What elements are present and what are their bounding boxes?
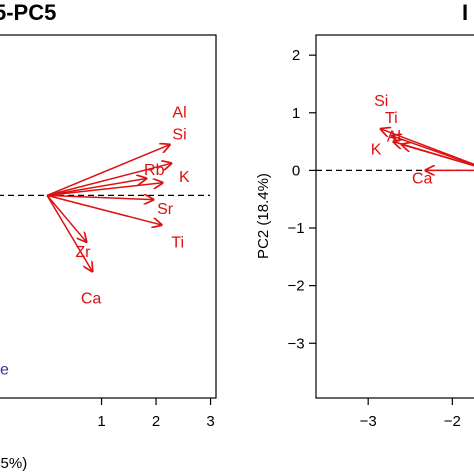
loading-arrow-zr (46, 194, 86, 241)
variable-label-al: Al (172, 105, 186, 122)
x-tick-label: 1 (97, 413, 105, 430)
variable-label-ca: Ca (412, 171, 433, 188)
variable-label-zr: Zr (75, 244, 91, 261)
x-tick-label: −2 (444, 413, 461, 430)
x-axis-ticks-right: −3 −2 (360, 398, 461, 430)
y-tick-label: −2 (287, 278, 304, 295)
loading-arrows-left (46, 145, 171, 272)
variable-label-ti: Ti (171, 235, 184, 252)
y-axis-ticks-right: 2 1 0 −1 −2 −3 (287, 47, 316, 352)
y-tick-label: −1 (287, 220, 304, 237)
x-tick-label: 3 (206, 413, 214, 430)
panel-pc-biplot-left: 5-PC5 Al Si Rb K Sr Ti Zr Ca 1 2 3 e 5.5%) (0, 0, 217, 472)
x-axis-ticks-left: 1 2 3 (97, 398, 215, 430)
loading-arrow-rb (46, 179, 146, 197)
plot-frame-right (315, 34, 474, 399)
chart-title-left: 5-PC5 (0, 0, 56, 25)
variable-label-si: Si (172, 127, 186, 144)
variable-label-k: K (179, 169, 190, 186)
y-tick-label: 0 (292, 162, 300, 179)
loading-arrow-al2 (393, 142, 474, 167)
plot-frame-left (0, 34, 217, 399)
y-tick-label: −3 (287, 335, 304, 352)
variable-label-ca: Ca (81, 290, 102, 307)
variable-label-si: Si (374, 93, 388, 110)
variable-label-rb: Rb (144, 162, 165, 179)
loading-arrow-al (402, 144, 474, 167)
loading-arrow-ti (46, 194, 161, 225)
x-axis-label-left: 5.5%) (0, 455, 27, 472)
variable-label-al: Al (387, 129, 401, 146)
loading-arrow-sr (47, 195, 153, 199)
variable-label-ti: Ti (385, 110, 398, 127)
loading-arrow-ca (46, 195, 92, 271)
y-tick-label: 1 (292, 105, 300, 122)
variable-label-k: K (371, 141, 382, 158)
x-tick-label: −3 (360, 413, 377, 430)
x-tick-label: 2 (152, 413, 160, 430)
chart-title-right-fragment: I (462, 0, 468, 25)
y-axis-label-right: PC2 (18.4%) (255, 173, 272, 259)
legend-fragment: e (0, 361, 9, 378)
loading-arrow-si (46, 163, 171, 197)
loading-arrow-k (46, 183, 163, 197)
loading-arrow-al (46, 145, 170, 197)
y-tick-label: 2 (292, 47, 300, 64)
variable-label-sr: Sr (157, 201, 174, 218)
loading-labels-left: Al Si Rb K Sr Ti Zr Ca (75, 105, 190, 308)
